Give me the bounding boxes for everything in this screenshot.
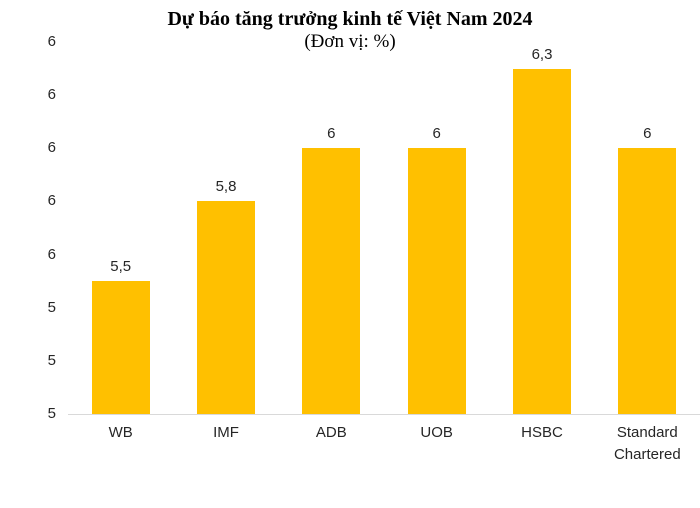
category-label-wb: WB bbox=[108, 424, 133, 441]
y-tick-label: 5 bbox=[47, 351, 56, 369]
bar-value-label: 6 bbox=[327, 125, 336, 143]
x-axis-line bbox=[68, 414, 700, 415]
y-tick-label: 6 bbox=[47, 139, 56, 157]
category-label-uob: UOB bbox=[420, 424, 453, 441]
category-label-adb: ADB bbox=[315, 424, 347, 441]
bar-value-label: 6 bbox=[432, 125, 441, 143]
bar-value-label: 5,8 bbox=[215, 178, 237, 196]
bar-imf bbox=[197, 201, 255, 414]
bar-wb bbox=[91, 281, 150, 414]
chart-title: Dự báo tăng trưởng kinh tế Việt Nam 2024 bbox=[167, 8, 533, 30]
bar-adb bbox=[302, 148, 361, 414]
bar-hsbc bbox=[513, 68, 571, 414]
y-tick-label: 5 bbox=[47, 298, 56, 316]
bar-uob bbox=[407, 148, 466, 414]
y-tick-label: 6 bbox=[47, 192, 56, 210]
y-tick-label: 6 bbox=[47, 245, 56, 263]
category-label-standard-chartered: Standard Chartered bbox=[613, 424, 681, 463]
bar-value-label: 6,3 bbox=[531, 45, 553, 63]
bar-standard-chartered bbox=[618, 148, 677, 414]
category-label-imf: IMF bbox=[213, 424, 239, 441]
y-tick-label: 6 bbox=[47, 86, 56, 104]
bar-value-label: 6 bbox=[643, 125, 652, 143]
category-label-hsbc: HSBC bbox=[521, 424, 563, 441]
chart-subtitle: (Đơn vị: %) bbox=[304, 31, 396, 52]
y-tick-label: 5 bbox=[47, 405, 56, 422]
y-tick-label: 6 bbox=[47, 33, 56, 50]
plot-area: 5 5 5 6 6 6 6 6 5,5 5,8 6 6 6,3 6 WB IMF ADB UOB HSBC Sta… bbox=[48, 34, 700, 463]
bar-value-label: 5,5 bbox=[110, 258, 132, 276]
